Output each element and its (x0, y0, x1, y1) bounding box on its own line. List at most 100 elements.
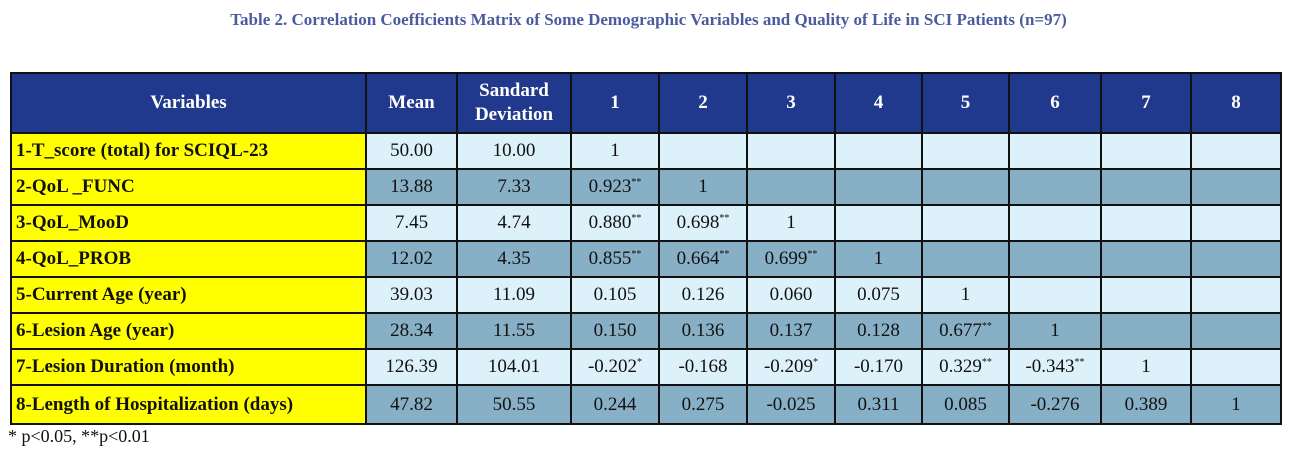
value-cell: 50.55 (456, 384, 572, 425)
value-cell (746, 168, 836, 206)
value-cell (834, 132, 923, 170)
value-cell: 0.075 (834, 276, 923, 314)
header-row: Variables Mean Sandard Deviation 1 2 3 4 5 6 7 8 (10, 72, 1282, 134)
value-cell (1008, 168, 1102, 206)
value-cell: 0.698** (658, 204, 748, 242)
table-body: 1-T_score (total) for SCIQL-23 50.00 10.00… (10, 132, 1282, 425)
value-cell: 0.923** (570, 168, 660, 206)
cell-value: 0.880 (588, 212, 632, 233)
value-cell (1190, 168, 1282, 206)
value-cell: 0.137 (746, 312, 836, 350)
value-cell: 11.55 (456, 312, 572, 350)
value-cell (1190, 276, 1282, 314)
value-cell: 1 (658, 168, 748, 206)
significance-mark: ** (1074, 357, 1085, 368)
value-cell (1100, 312, 1192, 350)
table-title: Table 2. Correlation Coefficients Matrix… (230, 10, 1067, 29)
value-cell: 7.45 (365, 204, 458, 242)
value-cell: 0.275 (658, 384, 748, 425)
value-cell: 12.02 (365, 240, 458, 278)
variable-cell: 2-QoL _FUNC (10, 168, 367, 206)
cell-value: 0.923 (588, 176, 632, 197)
value-cell: 13.88 (365, 168, 458, 206)
header-cell: 8 (1190, 72, 1282, 134)
value-cell: 28.34 (365, 312, 458, 350)
value-cell (1100, 168, 1192, 206)
value-cell: 1 (1008, 312, 1102, 350)
table-row: 5-Current Age (year) 39.03 11.09 0.105 0.126… (10, 276, 1282, 314)
cell-value: 0.664 (676, 248, 720, 269)
header-cell: Variables (10, 72, 367, 134)
variable-cell: 3-QoL_MooD (10, 204, 367, 242)
significance-mark: ** (807, 249, 818, 260)
cell-value: 0.698 (676, 212, 720, 233)
value-cell: 0.150 (570, 312, 660, 350)
value-cell: 126.39 (365, 348, 458, 386)
header-cell: 7 (1100, 72, 1192, 134)
table-row: 1-T_score (total) for SCIQL-23 50.00 10.00… (10, 132, 1282, 170)
value-cell: 11.09 (456, 276, 572, 314)
value-cell: 0.699** (746, 240, 836, 278)
header-cell: 3 (746, 72, 836, 134)
value-cell: 1 (1100, 348, 1192, 386)
value-cell (1190, 348, 1282, 386)
value-cell (1008, 132, 1102, 170)
value-cell: -0.025 (746, 384, 836, 425)
value-cell (1190, 240, 1282, 278)
value-cell (921, 132, 1010, 170)
cell-value: -0.343 (1025, 356, 1075, 377)
value-cell: 0.329** (921, 348, 1010, 386)
value-cell: -0.276 (1008, 384, 1102, 425)
value-cell: 0.136 (658, 312, 748, 350)
value-cell: 0.105 (570, 276, 660, 314)
significance-mark: ** (631, 177, 642, 188)
value-cell: -0.170 (834, 348, 923, 386)
variable-cell: 1-T_score (total) for SCIQL-23 (10, 132, 367, 170)
value-cell: 1 (1190, 384, 1282, 425)
cell-value: -0.202 (587, 356, 638, 377)
significance-mark: * (813, 357, 819, 368)
significance-mark: ** (981, 357, 992, 368)
value-cell (1190, 204, 1282, 242)
significance-mark: ** (631, 213, 642, 224)
variable-cell: 7-Lesion Duration (month) (10, 348, 367, 386)
header-cell: 4 (834, 72, 923, 134)
variable-cell: 4-QoL_PROB (10, 240, 367, 278)
value-cell: 0.060 (746, 276, 836, 314)
significance-mark: ** (719, 213, 730, 224)
value-cell (1100, 204, 1192, 242)
variable-cell: 6-Lesion Age (year) (10, 312, 367, 350)
variable-cell: 8-Length of Hospitalization (days) (10, 384, 367, 425)
value-cell: -0.202* (570, 348, 660, 386)
value-cell (1008, 204, 1102, 242)
header-cell: 5 (921, 72, 1010, 134)
significance-mark: * (637, 357, 643, 368)
cell-value: 0.855 (588, 248, 632, 269)
value-cell: 0.855** (570, 240, 660, 278)
value-cell (921, 168, 1010, 206)
value-cell (746, 132, 836, 170)
correlation-table: Variables Mean Sandard Deviation 1 2 3 4 5 6 7 8 1… (10, 72, 1282, 425)
significance-mark: ** (719, 249, 730, 260)
value-cell: 1 (834, 240, 923, 278)
value-cell (1100, 276, 1192, 314)
value-cell: -0.343** (1008, 348, 1102, 386)
value-cell (921, 204, 1010, 242)
value-cell: 0.085 (921, 384, 1010, 425)
value-cell: 4.74 (456, 204, 572, 242)
value-cell: 0.389 (1100, 384, 1192, 425)
table-row: 2-QoL _FUNC 13.88 7.33 0.923** 1 (10, 168, 1282, 206)
value-cell: 39.03 (365, 276, 458, 314)
table-header: Variables Mean Sandard Deviation 1 2 3 4 5 6 7 8 (10, 72, 1282, 134)
value-cell: 0.244 (570, 384, 660, 425)
table-row: 6-Lesion Age (year) 28.34 11.55 0.150 0.136 0… (10, 312, 1282, 350)
value-cell: 4.35 (456, 240, 572, 278)
table-row: 7-Lesion Duration (month) 126.39 104.01 -0.… (10, 348, 1282, 386)
value-cell: -0.168 (658, 348, 748, 386)
cell-value: 0.329 (939, 356, 982, 377)
value-cell: 50.00 (365, 132, 458, 170)
table-row: 4-QoL_PROB 12.02 4.35 0.855** 0.664** 0.699**… (10, 240, 1282, 278)
value-cell (1008, 240, 1102, 278)
variable-cell: 5-Current Age (year) (10, 276, 367, 314)
